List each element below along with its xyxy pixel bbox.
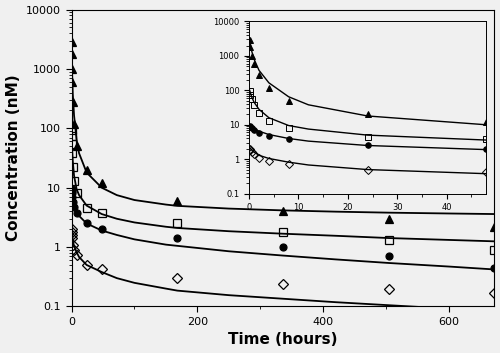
X-axis label: Time (hours): Time (hours) bbox=[228, 333, 338, 347]
Y-axis label: Concentration (nM): Concentration (nM) bbox=[6, 75, 20, 241]
